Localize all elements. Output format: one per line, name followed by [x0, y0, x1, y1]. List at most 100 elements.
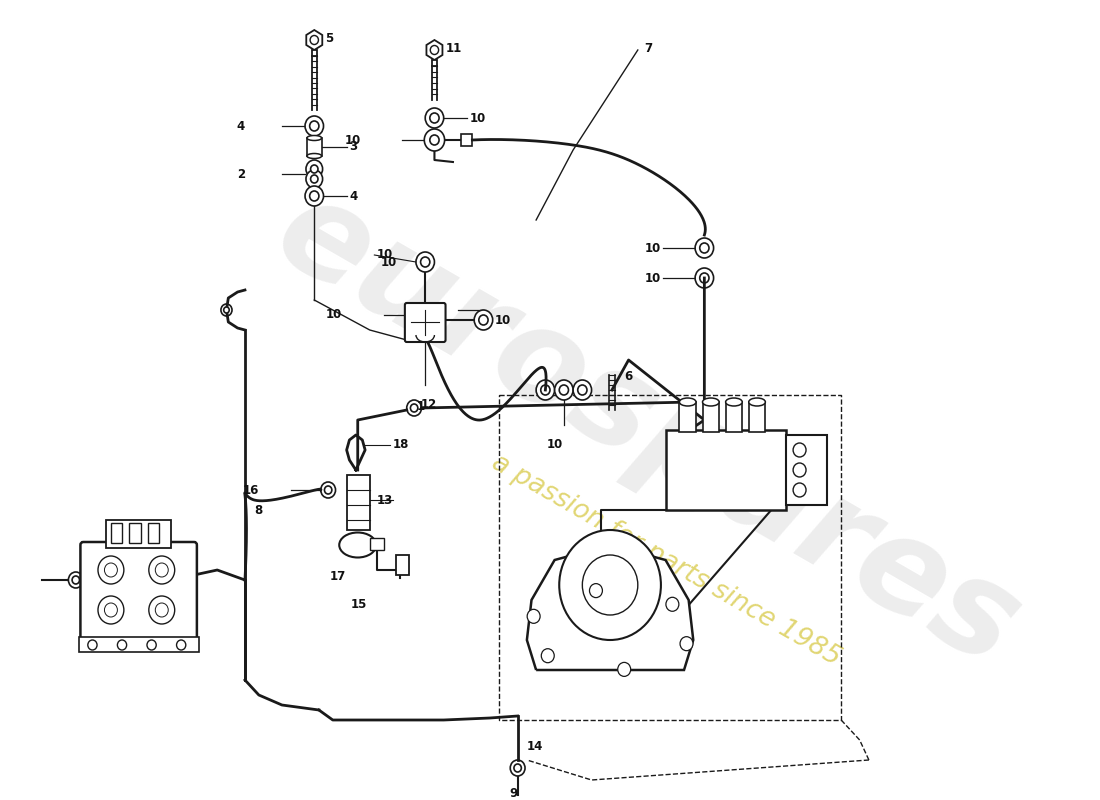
Text: eurospares: eurospares [254, 166, 1041, 694]
Circle shape [148, 596, 175, 624]
Ellipse shape [749, 398, 766, 406]
Bar [311, 50, 317, 56]
Bar [147, 523, 160, 543]
Circle shape [793, 483, 806, 497]
Circle shape [514, 764, 521, 772]
Circle shape [310, 165, 318, 173]
Polygon shape [306, 30, 322, 50]
Circle shape [559, 530, 661, 640]
Circle shape [310, 35, 318, 45]
Bar [111, 523, 122, 543]
Circle shape [98, 596, 124, 624]
Circle shape [223, 307, 229, 313]
Ellipse shape [703, 398, 719, 406]
Bar [78, 637, 199, 652]
Circle shape [88, 640, 97, 650]
Text: 6: 6 [624, 370, 632, 383]
Text: 10: 10 [495, 314, 510, 326]
Circle shape [310, 121, 319, 131]
Text: 18: 18 [393, 438, 409, 451]
Circle shape [430, 46, 439, 54]
Text: 9: 9 [509, 787, 517, 800]
Circle shape [680, 637, 693, 650]
Bar [726, 402, 742, 432]
Bar [396, 555, 409, 575]
Circle shape [177, 640, 186, 650]
Circle shape [536, 380, 554, 400]
Ellipse shape [307, 154, 321, 158]
Bar [785, 435, 827, 505]
Circle shape [221, 304, 232, 316]
Circle shape [541, 649, 554, 662]
Text: 10: 10 [645, 271, 661, 285]
Bar [346, 475, 370, 530]
PathPatch shape [527, 545, 693, 670]
Circle shape [410, 404, 418, 412]
Text: 10: 10 [645, 242, 661, 254]
FancyBboxPatch shape [80, 542, 197, 643]
Circle shape [474, 310, 493, 330]
Circle shape [541, 385, 550, 395]
Text: 10: 10 [470, 111, 486, 125]
Text: 10: 10 [344, 134, 361, 146]
Ellipse shape [680, 398, 696, 406]
Ellipse shape [307, 135, 321, 141]
Circle shape [590, 584, 603, 598]
Text: 10: 10 [547, 438, 563, 451]
Circle shape [321, 482, 336, 498]
Bar [680, 402, 696, 432]
Text: 13: 13 [377, 494, 394, 506]
Bar [749, 402, 766, 432]
Text: 2: 2 [236, 167, 245, 181]
Circle shape [118, 640, 127, 650]
Circle shape [305, 116, 323, 136]
Bar [666, 430, 785, 510]
Text: 5: 5 [326, 32, 333, 45]
Circle shape [416, 252, 434, 272]
Bar [107, 520, 170, 548]
Text: 10: 10 [326, 309, 342, 322]
Circle shape [578, 385, 587, 395]
Circle shape [425, 129, 444, 151]
Text: a passion for parts since 1985: a passion for parts since 1985 [486, 449, 845, 671]
Circle shape [98, 556, 124, 584]
Text: 8: 8 [254, 503, 263, 517]
Bar [130, 523, 141, 543]
FancyBboxPatch shape [405, 303, 446, 342]
Text: 7: 7 [645, 42, 652, 54]
Circle shape [306, 160, 322, 178]
Circle shape [148, 556, 175, 584]
Ellipse shape [339, 533, 376, 558]
Circle shape [700, 243, 710, 253]
Circle shape [618, 662, 630, 676]
Circle shape [310, 175, 318, 183]
Circle shape [527, 610, 540, 623]
Text: 10: 10 [377, 249, 394, 262]
Text: 3: 3 [350, 141, 358, 154]
Circle shape [573, 380, 592, 400]
Circle shape [420, 257, 430, 267]
Circle shape [510, 760, 525, 776]
Bar [703, 402, 719, 432]
Bar [307, 138, 321, 156]
Text: 1: 1 [417, 400, 425, 413]
Circle shape [73, 576, 79, 584]
Circle shape [426, 108, 443, 128]
Text: 16: 16 [242, 483, 258, 497]
Circle shape [695, 268, 714, 288]
Text: 4: 4 [236, 119, 245, 133]
Ellipse shape [726, 398, 742, 406]
Circle shape [306, 170, 322, 188]
Text: 10: 10 [381, 255, 397, 269]
Circle shape [68, 572, 84, 588]
Circle shape [324, 486, 332, 494]
Circle shape [305, 186, 323, 206]
Text: 11: 11 [446, 42, 462, 55]
Polygon shape [427, 40, 442, 60]
Text: 12: 12 [420, 398, 437, 411]
Circle shape [407, 400, 421, 416]
Bar [461, 134, 472, 146]
Circle shape [559, 385, 569, 395]
Circle shape [700, 273, 710, 283]
Circle shape [430, 135, 439, 145]
